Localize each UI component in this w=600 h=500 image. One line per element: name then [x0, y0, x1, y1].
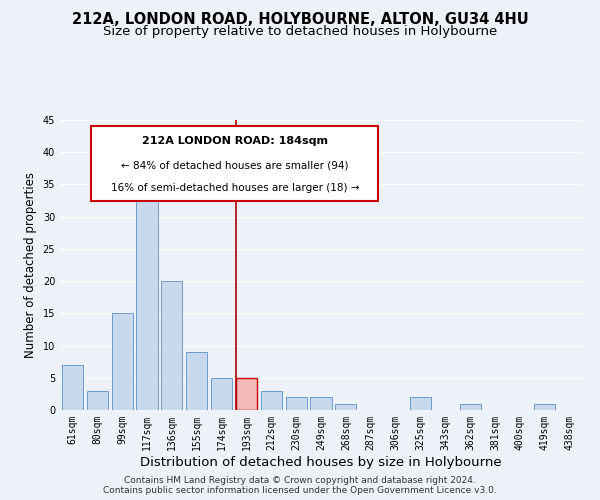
Text: 212A LONDON ROAD: 184sqm: 212A LONDON ROAD: 184sqm	[142, 136, 328, 146]
Bar	[62, 365, 83, 410]
Bar	[335, 404, 356, 410]
X-axis label: Distribution of detached houses by size in Holybourne: Distribution of detached houses by size …	[140, 456, 502, 468]
Bar	[410, 397, 431, 410]
Bar	[211, 378, 232, 410]
Text: Contains public sector information licensed under the Open Government Licence v3: Contains public sector information licen…	[103, 486, 497, 495]
Bar	[261, 390, 282, 410]
Text: Size of property relative to detached houses in Holybourne: Size of property relative to detached ho…	[103, 25, 497, 38]
Y-axis label: Number of detached properties: Number of detached properties	[24, 172, 37, 358]
Bar	[310, 397, 332, 410]
Bar	[112, 314, 133, 410]
Bar	[236, 378, 257, 410]
Bar	[286, 397, 307, 410]
Text: 212A, LONDON ROAD, HOLYBOURNE, ALTON, GU34 4HU: 212A, LONDON ROAD, HOLYBOURNE, ALTON, GU…	[71, 12, 529, 28]
Bar	[186, 352, 207, 410]
Text: 16% of semi-detached houses are larger (18) →: 16% of semi-detached houses are larger (…	[110, 182, 359, 192]
Bar	[460, 404, 481, 410]
FancyBboxPatch shape	[91, 126, 379, 201]
Text: Contains HM Land Registry data © Crown copyright and database right 2024.: Contains HM Land Registry data © Crown c…	[124, 476, 476, 485]
Bar	[161, 281, 182, 410]
Bar	[87, 390, 108, 410]
Bar	[136, 178, 158, 410]
Bar	[534, 404, 555, 410]
Text: ← 84% of detached houses are smaller (94): ← 84% of detached houses are smaller (94…	[121, 160, 349, 170]
